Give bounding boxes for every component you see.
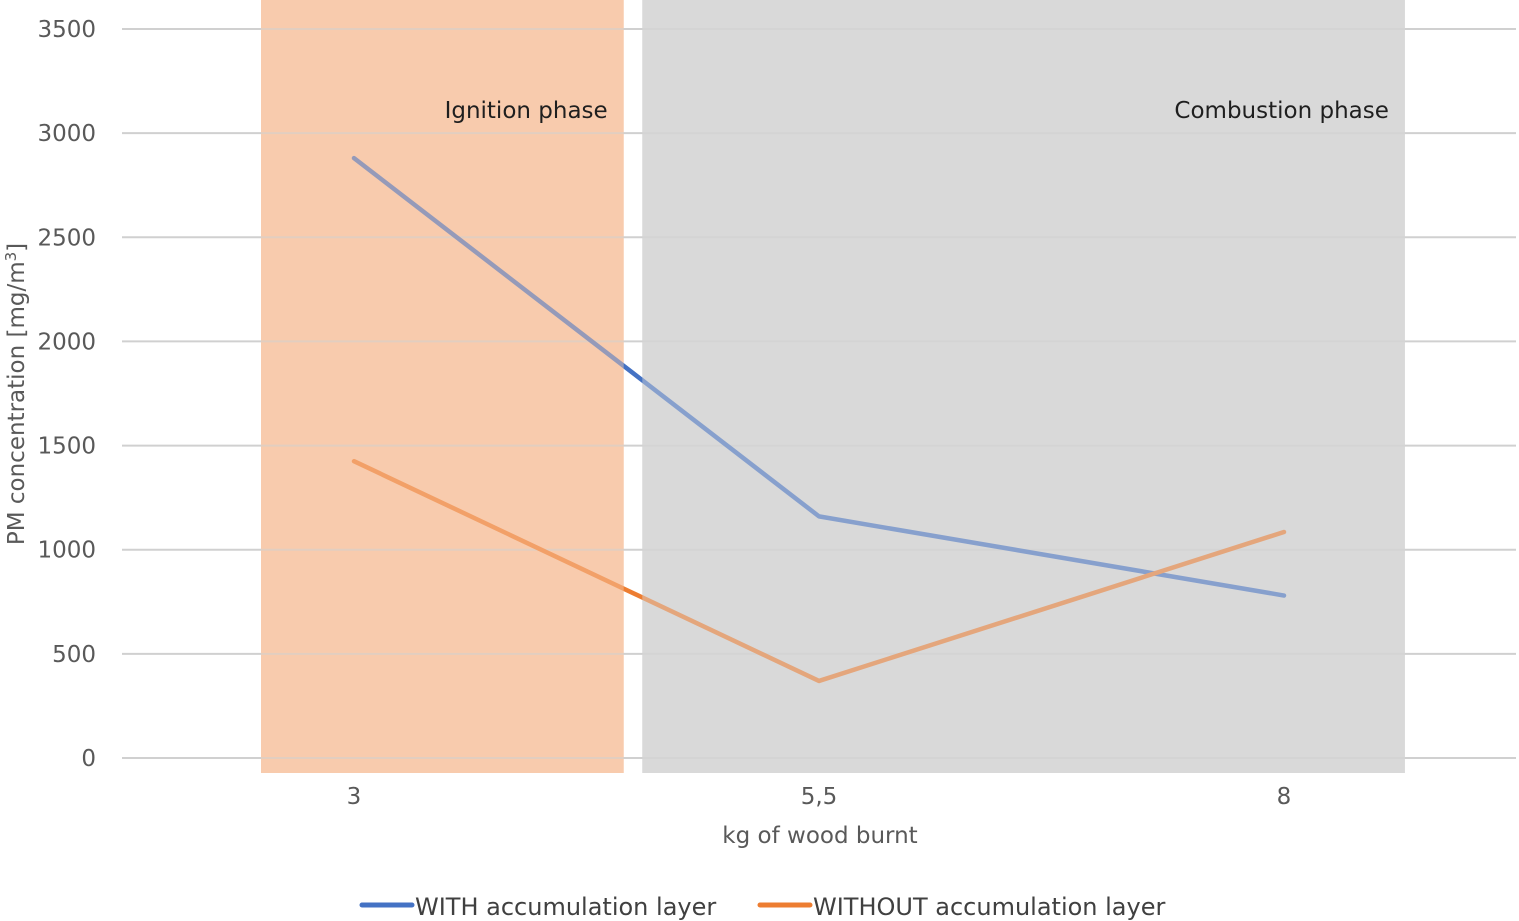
band-overlay <box>261 0 1405 773</box>
y-tick-label: 3000 <box>37 121 96 147</box>
phase-bands <box>261 0 1405 773</box>
y-tick-label: 500 <box>52 642 96 668</box>
y-tick-label: 2500 <box>37 225 96 251</box>
y-axis-title-main: PM concentration [mg/m <box>4 261 30 545</box>
legend-label-0: WITH accumulation layer <box>415 893 716 921</box>
series-lines <box>351 155 1287 684</box>
x-tick-label: 8 <box>1277 784 1292 810</box>
gridlines <box>122 28 1516 759</box>
y-axis-title-suffix: ] <box>4 243 30 252</box>
y-axis-tick-labels: 0 500 1000 1500 2000 2500 3000 3500 <box>37 17 96 772</box>
legend-label-1: WITHOUT accumulation layer <box>813 893 1165 921</box>
legend: WITH accumulation layer WITHOUT accumulat… <box>359 893 1165 921</box>
phase-band-overlay-1 <box>642 0 1405 773</box>
y-tick-label: 1500 <box>37 434 96 460</box>
y-tick-label: 0 <box>81 746 96 772</box>
series-line-1 <box>351 458 1287 684</box>
x-axis-tick-labels: 3 5,5 8 <box>347 784 1292 810</box>
phase-band-overlay-0 <box>261 0 624 773</box>
phase-label-0: Ignition phase <box>445 98 608 124</box>
x-axis-title: kg of wood burnt <box>722 823 917 849</box>
x-tick-label: 5,5 <box>801 784 838 810</box>
phase-label-1: Combustion phase <box>1174 98 1388 124</box>
y-tick-label: 3500 <box>37 17 96 43</box>
y-tick-label: 2000 <box>37 329 96 355</box>
y-tick-label: 1000 <box>37 538 96 564</box>
phase-band-0 <box>261 0 624 773</box>
series-line-0 <box>351 155 1287 598</box>
phase-labels: Ignition phase Combustion phase <box>445 98 1389 124</box>
y-axis-title: PM concentration [mg/m3] <box>2 243 30 545</box>
x-tick-label: 3 <box>347 784 362 810</box>
y-axis-title-superscript: 3 <box>2 252 20 262</box>
phase-band-1 <box>642 0 1405 773</box>
